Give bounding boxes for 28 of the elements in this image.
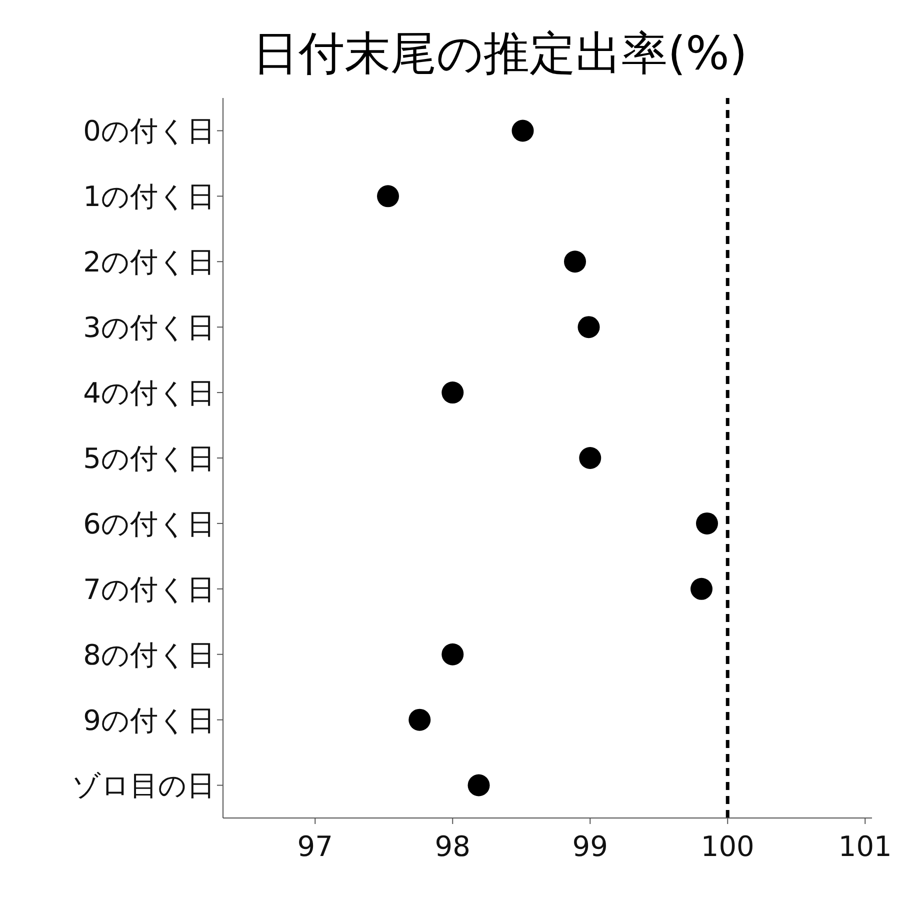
point xyxy=(442,382,464,404)
point xyxy=(512,120,534,142)
y-tick-label: 1の付く日 xyxy=(83,180,215,214)
y-tick-label: 5の付く日 xyxy=(83,442,215,475)
point xyxy=(579,447,602,469)
x-tick-label: 98 xyxy=(434,830,470,863)
y-tick-label: 6の付く日 xyxy=(83,507,215,540)
x-tick-label: 99 xyxy=(572,830,608,863)
y-tick-label: 7の付く日 xyxy=(83,572,215,606)
y-tick-label: ゾロ目の日 xyxy=(72,769,215,802)
point xyxy=(690,578,712,600)
y-tick-label: 0の付く日 xyxy=(83,114,215,148)
chart-title: 日付末尾の推定出率(%) xyxy=(252,25,748,82)
point xyxy=(442,643,464,666)
point xyxy=(408,708,431,731)
x-tick-label: 100 xyxy=(700,830,754,863)
point xyxy=(377,185,399,208)
point xyxy=(696,512,718,534)
y-tick-label: 2の付く日 xyxy=(83,246,215,279)
y-tick-label: 3の付く日 xyxy=(83,311,215,344)
point xyxy=(578,316,600,338)
x-tick-label: 101 xyxy=(838,830,892,863)
point xyxy=(468,774,490,796)
point xyxy=(564,250,586,273)
y-tick-label: 9の付く日 xyxy=(83,704,215,737)
y-tick-label: 4の付く日 xyxy=(83,376,215,410)
x-tick-label: 97 xyxy=(297,830,333,863)
y-tick-label: 8の付く日 xyxy=(83,638,215,672)
